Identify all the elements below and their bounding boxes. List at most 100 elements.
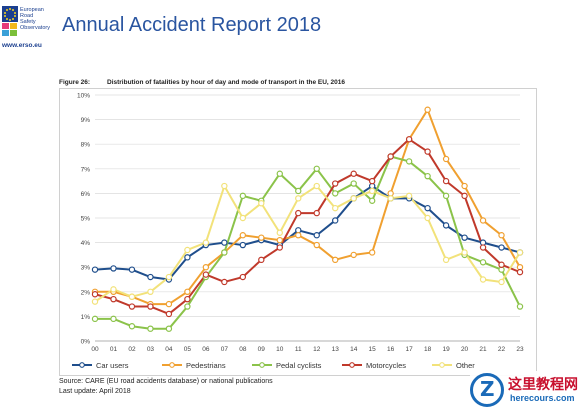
data-point <box>239 273 247 281</box>
logo-line: European <box>20 7 44 13</box>
data-point <box>424 106 431 113</box>
last-update-note: Last update: April 2018 <box>59 388 131 395</box>
data-point <box>424 214 431 222</box>
data-point <box>461 182 468 190</box>
data-point <box>387 153 394 160</box>
data-point <box>332 180 339 187</box>
data-point <box>332 204 339 212</box>
data-point <box>350 170 357 177</box>
series-line <box>94 185 521 281</box>
data-point <box>368 197 376 204</box>
data-point <box>91 315 99 323</box>
data-point <box>295 195 302 202</box>
data-point <box>221 239 228 246</box>
data-point <box>295 187 302 195</box>
data-point <box>110 315 117 323</box>
data-point <box>147 273 154 281</box>
data-point <box>221 182 228 190</box>
y-tick-label: 3% <box>81 265 91 272</box>
x-tick-label: 08 <box>239 346 247 353</box>
watermark-logo-letter: Z <box>480 377 495 401</box>
figure-label: Figure 26: <box>59 79 91 86</box>
data-point <box>442 155 450 163</box>
legend-marker <box>349 362 355 368</box>
data-point <box>405 192 413 200</box>
legend-label: Car users <box>96 361 129 370</box>
data-point <box>442 192 450 200</box>
series-line <box>94 138 521 315</box>
data-point <box>350 251 357 259</box>
x-tick-label: 03 <box>147 346 155 353</box>
data-point <box>184 303 191 310</box>
data-point <box>202 263 210 271</box>
logo-line: Road <box>20 13 34 19</box>
data-point <box>239 214 247 222</box>
data-point <box>368 177 376 185</box>
y-tick-label: 5% <box>81 216 91 223</box>
data-point <box>258 234 265 241</box>
data-point <box>461 192 468 200</box>
data-point <box>110 265 117 272</box>
y-tick-label: 0% <box>81 339 91 346</box>
data-point <box>276 236 283 244</box>
data-point <box>91 291 99 298</box>
data-point <box>313 165 320 173</box>
data-point <box>313 232 320 239</box>
data-point <box>91 266 99 273</box>
data-point <box>184 288 191 295</box>
watermark-url[interactable]: herecours.com <box>510 393 575 403</box>
erso-logo: European Road Safety Observatory www.ers… <box>2 6 64 49</box>
legend-label: Pedal cyclists <box>276 361 322 370</box>
data-point <box>479 217 487 224</box>
logo-url[interactable]: www.erso.eu <box>2 42 42 49</box>
line-chart: 0% 1% 2% 3% 4% 5% 6% 7% 8% 9% 10% 00 01 02 03 04 05 06 07 0… <box>72 93 524 370</box>
data-point <box>479 276 487 283</box>
x-tick-label: 09 <box>258 346 266 353</box>
data-point <box>498 244 505 251</box>
data-point <box>424 148 431 155</box>
y-tick-label: 1% <box>81 314 91 321</box>
logo-color-grid-icon <box>2 23 18 37</box>
data-point <box>147 325 154 332</box>
data-point <box>165 300 173 308</box>
data-point <box>295 209 302 217</box>
x-tick-label: 05 <box>184 346 192 353</box>
x-tick-label: 17 <box>406 346 414 353</box>
data-point <box>405 158 413 165</box>
data-point <box>128 293 136 300</box>
x-tick-label: 12 <box>313 346 321 353</box>
x-tick-label: 06 <box>202 346 210 353</box>
x-tick-label: 02 <box>128 346 136 353</box>
x-tick-label: 16 <box>387 346 395 353</box>
y-tick-label: 6% <box>81 191 91 198</box>
data-point <box>424 204 431 212</box>
y-tick-label: 10% <box>77 93 90 100</box>
data-point <box>165 310 173 318</box>
data-point <box>295 232 302 239</box>
data-point <box>202 271 210 278</box>
logo-line: Safety <box>20 19 36 25</box>
data-point <box>350 195 357 202</box>
x-tick-label: 10 <box>276 346 284 353</box>
data-point <box>276 244 283 251</box>
x-tick-label: 18 <box>424 346 432 353</box>
x-tick-label: 04 <box>165 346 173 353</box>
y-tick-label: 7% <box>81 166 91 173</box>
data-point <box>165 325 173 332</box>
data-point <box>276 229 283 236</box>
legend-marker <box>259 362 265 368</box>
data-point <box>498 232 505 239</box>
x-tick-label: 15 <box>369 346 377 353</box>
legend-marker <box>439 362 445 368</box>
data-point <box>350 180 357 187</box>
data-point <box>239 192 247 200</box>
data-point <box>128 266 136 273</box>
watermark-logo-icon: Z <box>470 373 504 407</box>
data-point <box>276 170 283 177</box>
y-tick-label: 8% <box>81 142 91 149</box>
x-tick-label: 11 <box>295 346 302 353</box>
series-line <box>94 185 521 303</box>
x-tick-label: 14 <box>350 346 358 353</box>
x-tick-label: 07 <box>221 346 229 353</box>
y-tick-label: 4% <box>81 240 91 247</box>
